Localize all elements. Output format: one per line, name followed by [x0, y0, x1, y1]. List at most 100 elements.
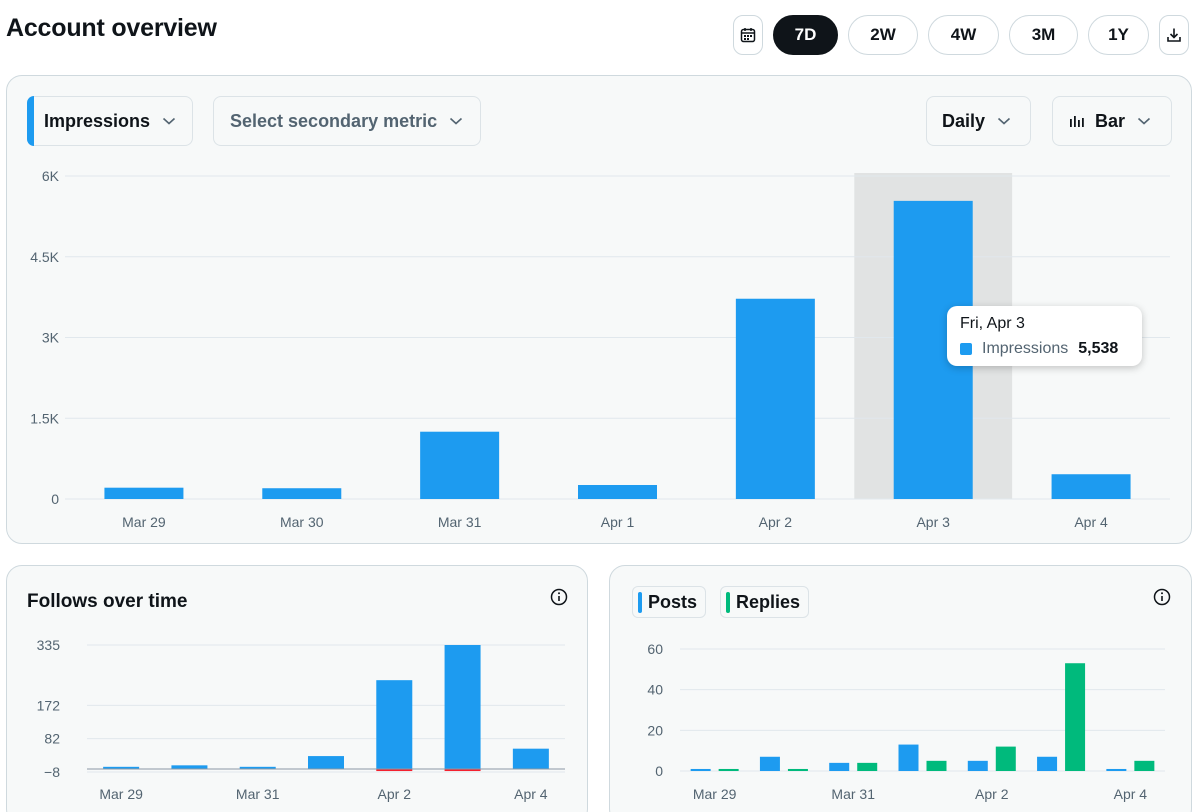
- impressions-panel: Impressions Select secondary metric Dail…: [6, 75, 1192, 544]
- bar: [1037, 756, 1058, 771]
- y-tick-label: 60: [647, 641, 663, 657]
- bar: [926, 760, 947, 771]
- bar: [718, 768, 739, 771]
- y-tick-label: 82: [44, 731, 60, 747]
- range-1y-button[interactable]: 1Y: [1088, 15, 1149, 55]
- bar: [787, 768, 808, 771]
- interval-dropdown[interactable]: Daily: [926, 96, 1031, 146]
- range-2w-button[interactable]: 2W: [848, 15, 918, 55]
- bar: [308, 756, 344, 770]
- primary-metric-label: Impressions: [44, 110, 151, 131]
- bar: [104, 487, 184, 499]
- secondary-metric-dropdown[interactable]: Select secondary metric: [213, 96, 481, 146]
- x-tick-label: Apr 2: [378, 786, 412, 802]
- follows-panel: Follows over time −8 82 172 335 Mar 29 Mar 31…: [6, 565, 588, 812]
- secondary-metric-label: Select secondary metric: [230, 110, 438, 131]
- y-tick-label: 4.5K: [30, 249, 59, 265]
- bar: [995, 746, 1016, 771]
- bar: [578, 485, 657, 499]
- primary-metric-dropdown[interactable]: Impressions: [27, 96, 193, 146]
- download-icon: [1167, 28, 1181, 42]
- x-tick-label: Mar 31: [438, 514, 482, 530]
- chevron-down-icon: [1137, 117, 1151, 125]
- posts-swatch: [638, 591, 642, 613]
- bar: [1065, 663, 1086, 771]
- x-tick-label: Mar 29: [99, 786, 143, 802]
- chart-type-dropdown[interactable]: Bar: [1052, 96, 1172, 146]
- x-tick-label: Mar 30: [280, 514, 324, 530]
- range-4w-button[interactable]: 4W: [928, 15, 999, 55]
- metric-color-indicator: [27, 96, 34, 146]
- date-range-toolbar: 7D 2W 4W 3M 1Y: [733, 15, 1189, 55]
- chart-type-label: Bar: [1095, 110, 1126, 131]
- x-tick-label: Apr 3: [916, 514, 950, 530]
- x-tick-label: Apr 4: [1114, 786, 1148, 802]
- bar: [898, 744, 919, 771]
- tooltip-date: Fri, Apr 3: [960, 315, 1025, 332]
- tooltip-swatch: [960, 343, 972, 355]
- y-tick-label: 20: [647, 722, 663, 738]
- x-tick-label: Apr 4: [1074, 514, 1108, 530]
- bar: [262, 488, 342, 499]
- bar: [171, 765, 208, 770]
- y-tick-label: 3K: [42, 330, 60, 346]
- chart-tooltip: Fri, Apr 3 Impressions 5,538: [947, 306, 1142, 366]
- y-tick-label: −8: [44, 764, 60, 780]
- chevron-down-icon: [163, 117, 176, 125]
- bar: [829, 762, 850, 771]
- tooltip-label: Impressions: [982, 340, 1069, 357]
- bar: [690, 768, 711, 771]
- chevron-down-icon: [997, 117, 1011, 125]
- x-tick-label: Mar 31: [831, 786, 875, 802]
- bar: [967, 760, 988, 771]
- legend-posts-label: Posts: [648, 591, 698, 612]
- chevron-down-icon: [450, 117, 463, 125]
- bar: [759, 756, 780, 771]
- y-tick-label: 335: [37, 637, 61, 653]
- y-tick-label: 172: [37, 697, 61, 713]
- x-tick-label: Mar 29: [122, 514, 166, 530]
- bar: [239, 766, 276, 770]
- calendar-icon: [740, 28, 756, 43]
- bar: [1134, 760, 1155, 771]
- bar: [420, 431, 500, 499]
- follows-chart: −8 82 172 335 Mar 29 Mar 31 Apr 2 Apr 4: [37, 637, 565, 802]
- x-tick-label: Apr 2: [759, 514, 793, 530]
- bar-negative: [376, 769, 413, 772]
- y-tick-label: 6K: [42, 168, 60, 184]
- y-tick-label: 0: [655, 763, 663, 779]
- legend-posts[interactable]: Posts: [632, 586, 707, 618]
- x-tick-label: Mar 29: [693, 786, 737, 802]
- info-icon[interactable]: [1153, 588, 1171, 606]
- legend-replies[interactable]: Replies: [720, 586, 810, 618]
- posts-chart: 0 20 40 60 Mar 29 Mar 31 Apr 2 Apr 4: [647, 641, 1165, 802]
- bar: [376, 680, 413, 770]
- legend-replies-label: Replies: [736, 591, 801, 612]
- page-title: Account overview: [6, 14, 217, 42]
- range-7d-button[interactable]: 7D: [773, 15, 838, 55]
- y-tick-label: 1.5K: [30, 410, 59, 426]
- bar: [857, 762, 878, 771]
- follows-title: Follows over time: [27, 591, 188, 612]
- y-tick-label: 0: [51, 491, 59, 507]
- info-icon[interactable]: [550, 588, 568, 606]
- bar: [103, 766, 140, 770]
- bar: [444, 645, 481, 770]
- interval-label: Daily: [942, 110, 986, 131]
- x-tick-label: Mar 31: [236, 786, 280, 802]
- download-button[interactable]: [1159, 15, 1189, 55]
- x-tick-label: Apr 2: [975, 786, 1009, 802]
- y-tick-label: 40: [647, 682, 663, 698]
- x-tick-label: Apr 1: [601, 514, 635, 530]
- x-tick-label: Apr 4: [514, 786, 548, 802]
- tooltip-value: 5,538: [1078, 340, 1119, 357]
- bar: [512, 748, 549, 770]
- range-3m-button[interactable]: 3M: [1009, 15, 1078, 55]
- posts-panel: Posts Replies 0 20 40 60 Mar 29 Mar 31 Apr 2 Ap…: [609, 565, 1192, 812]
- bar-chart-icon: [1070, 116, 1084, 127]
- replies-swatch: [726, 591, 730, 613]
- calendar-button[interactable]: [733, 15, 763, 55]
- bar: [735, 298, 815, 499]
- bar: [1106, 768, 1127, 771]
- bar-negative: [444, 769, 481, 772]
